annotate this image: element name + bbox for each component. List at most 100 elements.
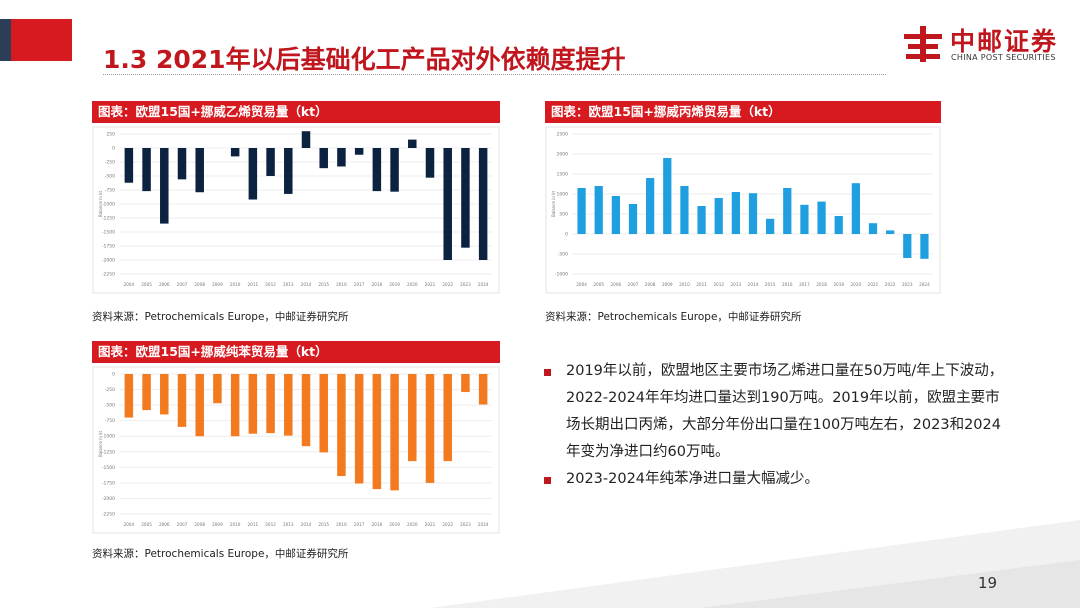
bar (319, 148, 328, 169)
bar (372, 374, 382, 490)
chart-title-ethylene: 图表：欧盟15国+挪威乙烯贸易量（kt） (92, 101, 500, 123)
y-axis-label: Balance in kt (98, 191, 103, 217)
x-tick-label: 2017 (354, 282, 365, 287)
bullet-item: 2023-2024年纯苯净进口量大幅减少。 (538, 466, 1008, 493)
bar (354, 374, 364, 484)
x-tick-label: 2009 (212, 282, 223, 287)
bar (266, 148, 275, 176)
x-tick-label: 2010 (230, 282, 241, 287)
x-tick-label: 2021 (425, 522, 436, 527)
bar (748, 193, 758, 234)
y-tick-label: -1500 (102, 230, 115, 236)
bar (372, 148, 382, 192)
benzene-trade-chart: 0 -250 -500 -750 -1000 -1250 -1500 -1750 -2000 -2… (92, 366, 500, 534)
y-tick-label: -2250 (102, 272, 115, 278)
x-tick-label: 2023 (902, 282, 913, 287)
x-tick-label: 2015 (318, 282, 329, 287)
x-tick-label: 2008 (194, 282, 205, 287)
bar (443, 374, 452, 462)
bar (177, 374, 187, 427)
bullet-text: 2019年以前，欧盟地区主要市场乙烯进口量在50万吨/年上下波动，2022-20… (566, 363, 1004, 460)
x-tick-label: 2023 (460, 522, 471, 527)
bullet-text: 2023-2024年纯苯净进口量大幅减少。 (566, 471, 820, 487)
source-note-propylene: 资料来源：Petrochemicals Europe，中邮证券研究所 (545, 311, 802, 323)
bar (248, 148, 258, 200)
x-tick-label: 2007 (628, 282, 639, 287)
y-tick-label: 1000 (557, 192, 569, 198)
bar (354, 148, 364, 155)
bar (903, 234, 912, 258)
bar (142, 374, 151, 411)
header-accent-bar (0, 19, 72, 61)
bar (195, 148, 204, 193)
x-tick-label: 2008 (194, 522, 205, 527)
bar (425, 374, 435, 483)
y-tick-label: -500 (105, 403, 115, 409)
page-title: 1.3 2021年以后基础化工产品对外依赖度提升 (103, 45, 626, 74)
x-tick-label: 2017 (799, 282, 810, 287)
bar (851, 183, 860, 234)
y-tick-label: -1000 (102, 434, 115, 440)
bar (461, 374, 470, 393)
bar (408, 374, 417, 462)
x-tick-label: 2020 (407, 522, 418, 527)
bar (408, 139, 417, 148)
x-tick-label: 2018 (816, 282, 827, 287)
ethylene-trade-chart: 250 0 -250 -500 -750 -1000 -1250 -1500 -1750 -200… (92, 126, 500, 294)
x-tick-label: 2005 (141, 282, 152, 287)
bar (731, 192, 740, 234)
y-tick-label: -1750 (102, 480, 115, 486)
y-tick-label: -1000 (555, 272, 568, 278)
x-tick-label: 2006 (159, 282, 170, 287)
y-tick-label: -2000 (102, 258, 115, 264)
x-tick-label: 2011 (248, 522, 259, 527)
x-tick-label: 2019 (389, 282, 400, 287)
x-tick-label: 2015 (765, 282, 776, 287)
x-tick-label: 2006 (159, 522, 170, 527)
bar (920, 234, 929, 259)
x-tick-label: 2005 (593, 282, 604, 287)
bar (284, 148, 293, 194)
bar (478, 148, 488, 260)
x-tick-label: 2021 (425, 282, 436, 287)
y-tick-label: 0 (112, 146, 115, 152)
bar (142, 148, 151, 192)
bar (868, 223, 878, 234)
x-tick-label: 2011 (696, 282, 707, 287)
y-axis-label: Balance in kt (551, 191, 556, 217)
y-tick-label: -1750 (102, 244, 115, 250)
x-tick-label: 2022 (885, 282, 896, 287)
y-tick-label: -2000 (102, 496, 115, 502)
y-tick-label: -1250 (102, 449, 115, 455)
x-tick-label: 2014 (301, 522, 312, 527)
bar (886, 230, 895, 234)
bar (646, 178, 655, 234)
bar (628, 204, 638, 234)
x-tick-label: 2018 (372, 282, 383, 287)
x-tick-label: 2019 (389, 522, 400, 527)
bar (160, 148, 169, 224)
x-tick-label: 2013 (731, 282, 742, 287)
x-tick-label: 2024 (919, 282, 930, 287)
chart-frame (92, 366, 500, 534)
x-tick-label: 2005 (141, 522, 152, 527)
bullet-square-icon (544, 369, 551, 376)
bullet-item: 2019年以前，欧盟地区主要市场乙烯进口量在50万吨/年上下波动，2022-20… (538, 358, 1008, 466)
x-tick-label: 2020 (407, 282, 418, 287)
y-tick-label: 0 (565, 232, 568, 238)
y-tick-label: -750 (105, 418, 115, 424)
bullet-square-icon (544, 477, 551, 484)
bar (443, 148, 452, 260)
x-tick-label: 2004 (124, 522, 135, 527)
y-tick-label: 1500 (557, 172, 569, 178)
bar (478, 374, 488, 405)
propylene-trade-chart: 2500 2000 1500 1000 500 0 -500 -1000 Balance in … (545, 126, 941, 294)
page-number: 19 (978, 574, 998, 592)
x-tick-label: 2014 (301, 282, 312, 287)
x-tick-label: 2004 (576, 282, 587, 287)
y-axis-label: Balance in kt (98, 431, 103, 457)
x-tick-label: 2019 (833, 282, 844, 287)
bar (800, 204, 809, 234)
x-tick-label: 2022 (442, 282, 453, 287)
logo-text-en: CHINA POST SECURITIES (951, 53, 1056, 62)
